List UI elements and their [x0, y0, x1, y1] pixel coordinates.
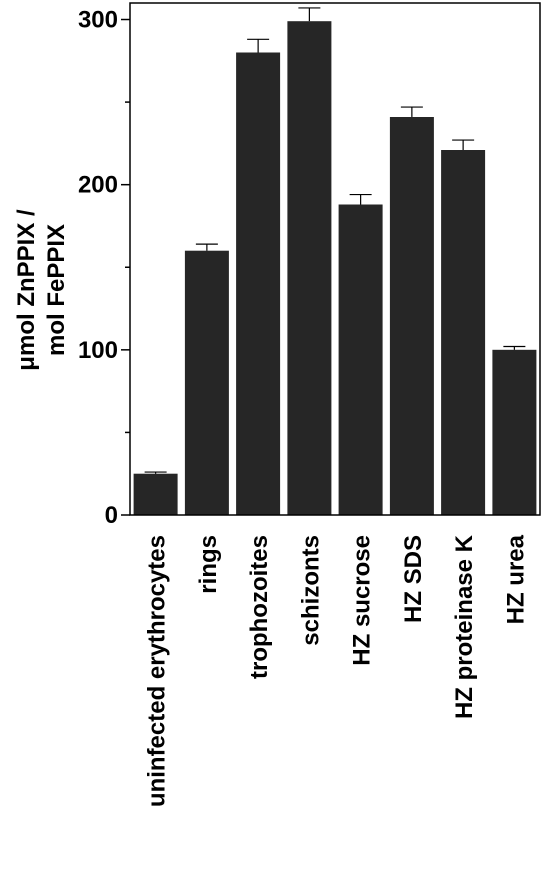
bar-3 [287, 21, 332, 515]
bar-0 [133, 473, 178, 515]
error-bar-2 [247, 38, 270, 53]
error-bar-0 [144, 471, 167, 474]
bar-5 [389, 117, 434, 515]
x-tick-label-7: HZ urea [502, 534, 529, 624]
y-tick-label-300: 300 [78, 7, 118, 34]
bar-4 [338, 204, 383, 515]
bar-1 [184, 250, 229, 515]
x-tick-label-1: rings [195, 535, 222, 594]
error-bar-6 [452, 139, 475, 150]
y-tick-label-0: 0 [105, 502, 118, 529]
bar-7 [492, 349, 537, 515]
bars-group [133, 21, 537, 515]
x-axis-tick-labels: uninfected erythrocytes rings trophozoites… [144, 534, 530, 807]
plot-frame [129, 2, 541, 516]
x-tick-label-6: HZ proteinase K [451, 534, 478, 719]
error-bar-4 [349, 193, 372, 205]
bar-2 [236, 52, 281, 515]
bar-6 [441, 150, 486, 515]
error-bar-7 [503, 345, 526, 350]
y-axis-label-line-2: mol FePPIX [43, 224, 70, 356]
x-tick-label-2: trophozoites [246, 535, 273, 679]
x-tick-label-4: HZ sucrose [349, 535, 376, 666]
y-tick-label-100: 100 [78, 337, 118, 364]
x-tick-label-5: HZ SDS [400, 535, 427, 623]
error-bar-3 [298, 7, 321, 22]
y-tick-label-200: 200 [78, 172, 118, 199]
error-bar-1 [195, 243, 218, 251]
y-axis: 0 100 200 300 [78, 7, 130, 529]
error-bars-group [144, 7, 526, 474]
x-tick-label-0: uninfected erythrocytes [144, 535, 171, 807]
x-tick-label-3: schizonts [297, 535, 324, 646]
y-axis-label: μmol ZnPPIX / mol FePPIX [13, 209, 70, 371]
error-bar-5 [400, 106, 423, 117]
y-axis-label-line-1: μmol ZnPPIX / [13, 209, 40, 371]
